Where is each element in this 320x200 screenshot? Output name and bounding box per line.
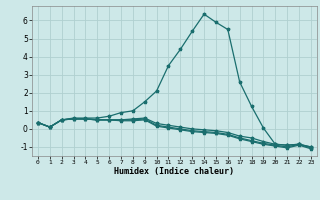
X-axis label: Humidex (Indice chaleur): Humidex (Indice chaleur) xyxy=(115,167,234,176)
